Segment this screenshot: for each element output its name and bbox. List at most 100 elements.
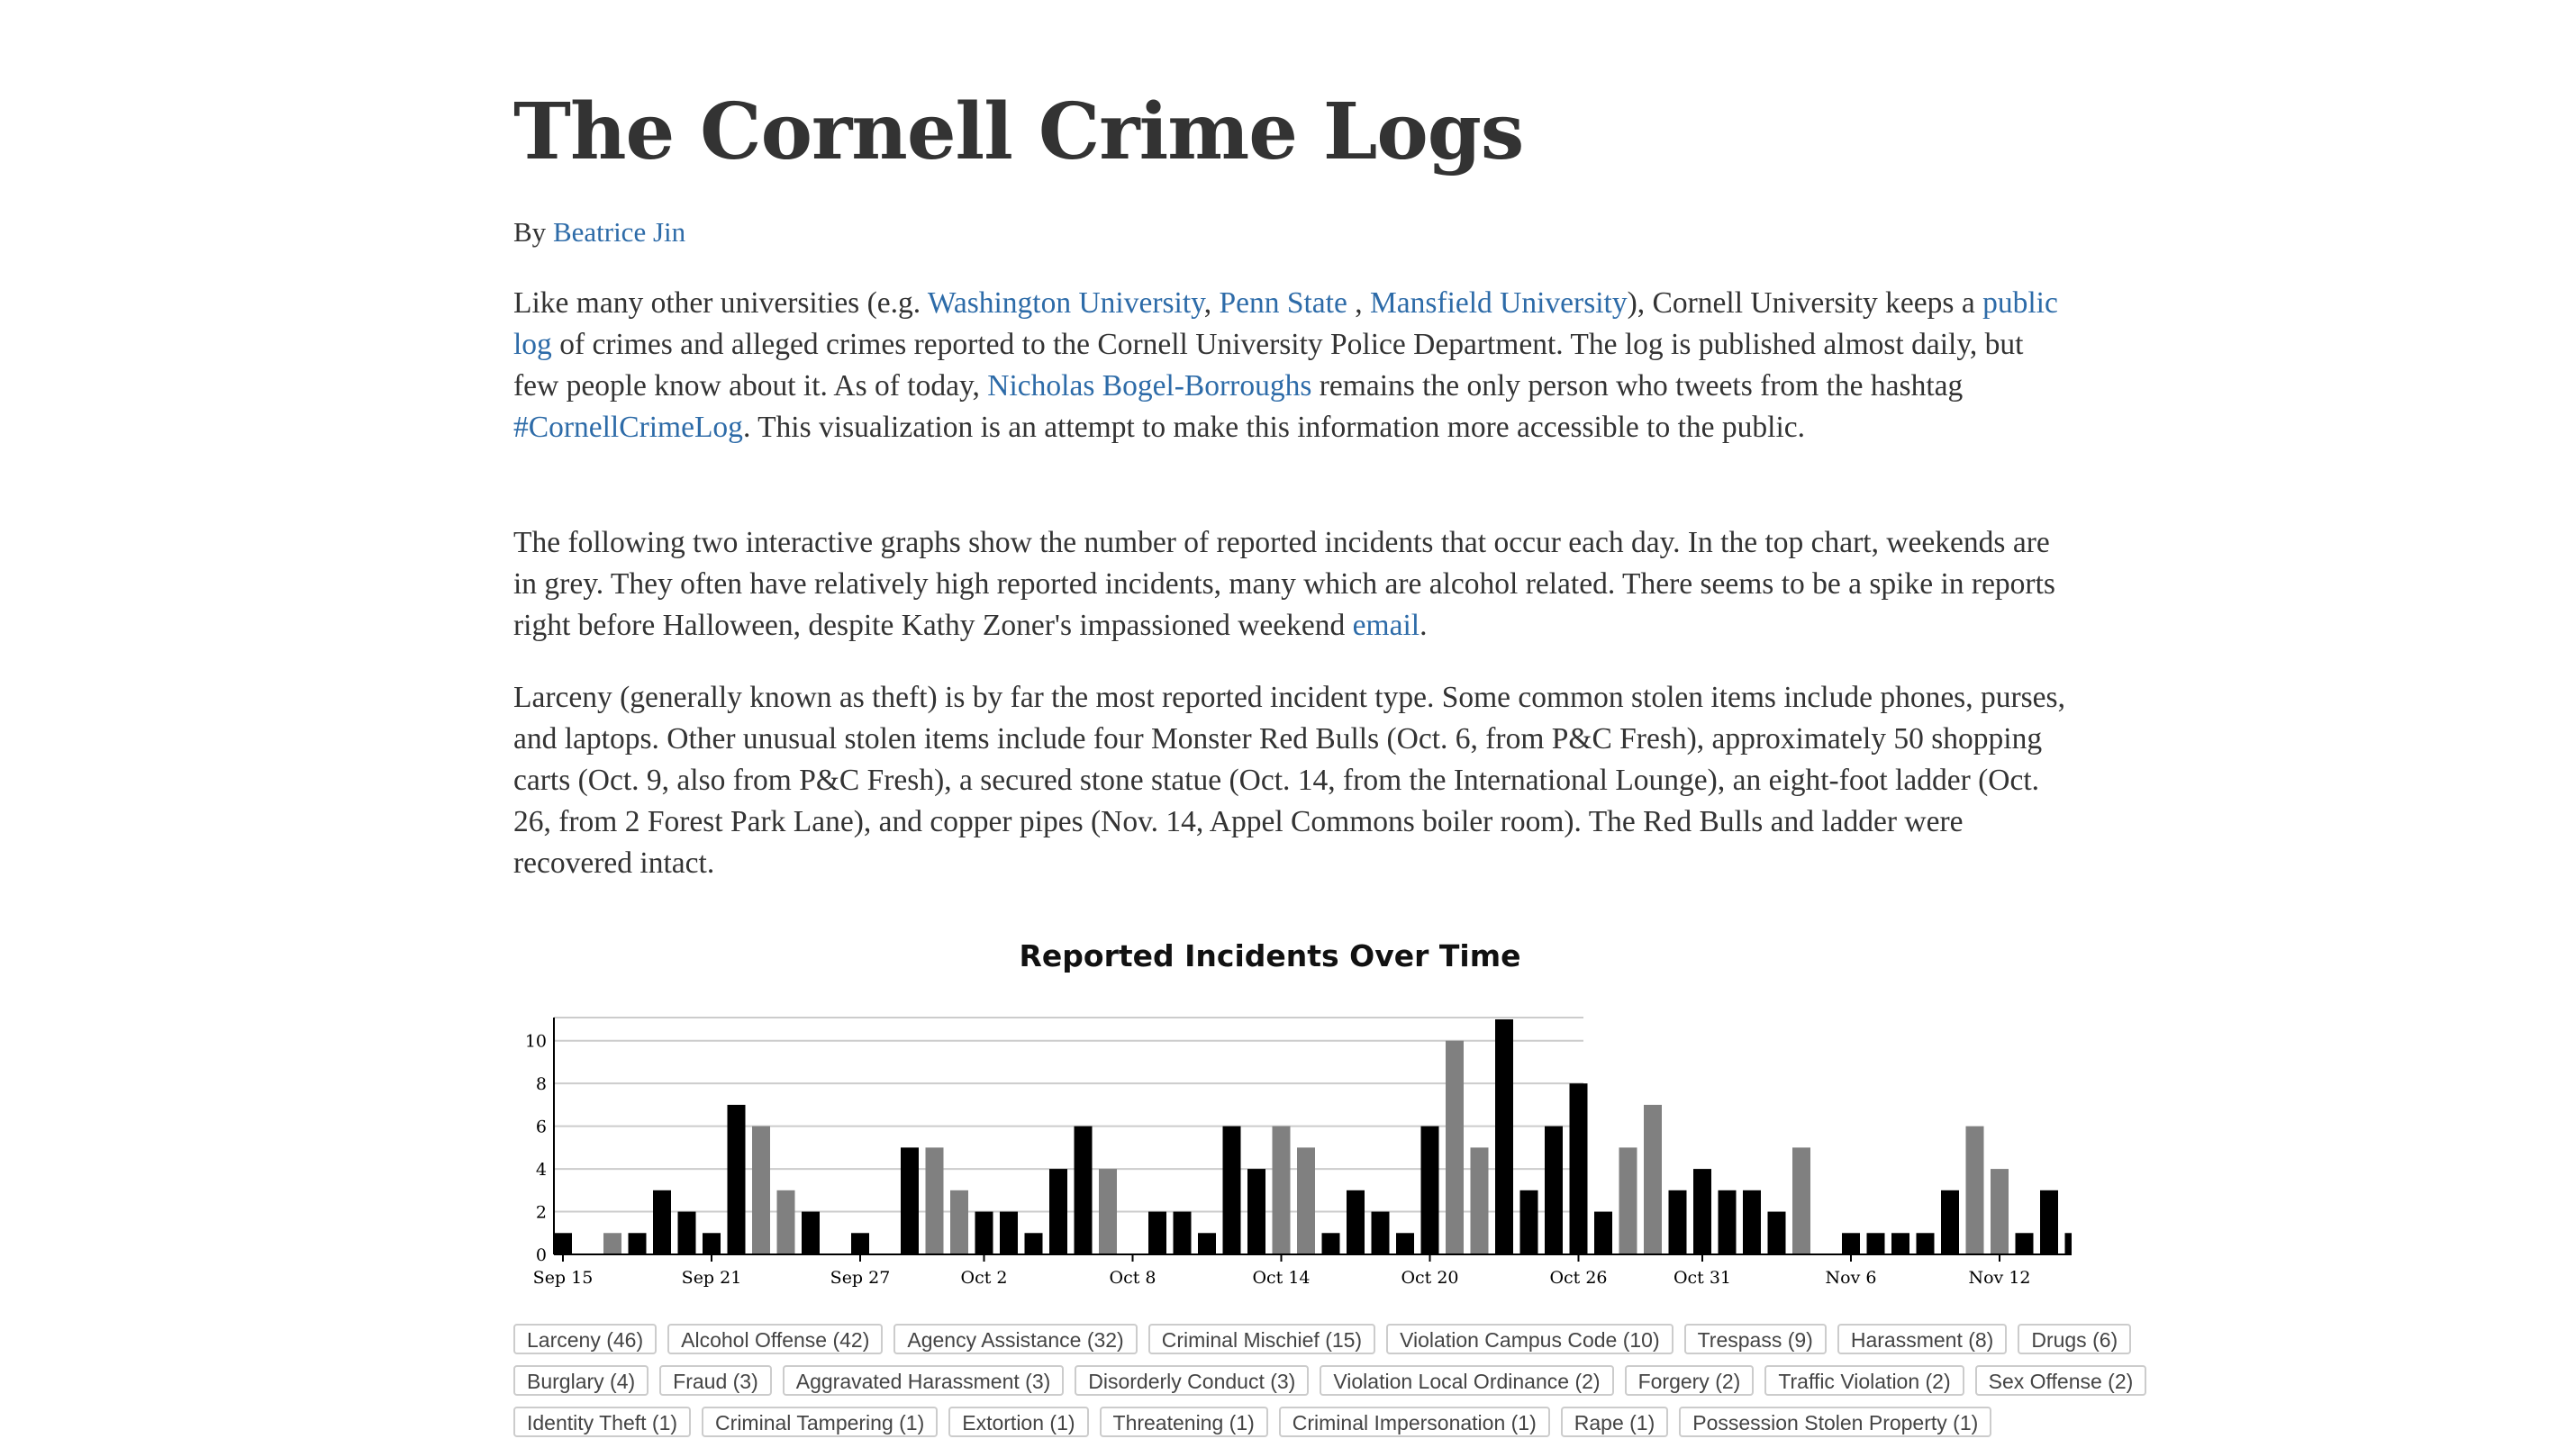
- incident-filter-button[interactable]: Criminal Tampering (1): [702, 1407, 939, 1437]
- weekday-bar[interactable]: [1024, 1233, 1043, 1254]
- incident-filter-button[interactable]: Traffic Violation (2): [1764, 1365, 1964, 1396]
- incident-filter-button[interactable]: Sex Offense (2): [1974, 1365, 2147, 1396]
- incident-filter-button[interactable]: Rape (1): [1560, 1407, 1669, 1437]
- x-tick-label: Nov 12: [1968, 1268, 2030, 1288]
- penn-state-link[interactable]: Penn State: [1219, 286, 1347, 320]
- filter-row: Burglary (4) Fraud (3) Aggravated Harassme…: [513, 1365, 2147, 1396]
- weekday-bar[interactable]: [901, 1147, 919, 1254]
- incident-filter-button[interactable]: Harassment (8): [1837, 1324, 2008, 1354]
- weekend-bar[interactable]: [1965, 1126, 1984, 1254]
- weekday-bar[interactable]: [1916, 1233, 1935, 1254]
- weekday-bar[interactable]: [1842, 1233, 1860, 1254]
- weekday-bar[interactable]: [2040, 1190, 2058, 1254]
- weekend-bar[interactable]: [950, 1190, 968, 1254]
- charts-paragraph: The following two interactive graphs sho…: [513, 522, 2072, 647]
- incident-filter-button[interactable]: Agency Assistance (32): [893, 1324, 1138, 1354]
- weekday-bar[interactable]: [1000, 1211, 1018, 1254]
- weekend-bar[interactable]: [1991, 1169, 2009, 1254]
- x-tick-label: Oct 26: [1549, 1268, 1607, 1288]
- incident-filter-button[interactable]: Identity Theft (1): [513, 1407, 692, 1437]
- weekend-bar[interactable]: [1272, 1126, 1291, 1254]
- hashtag-link[interactable]: #CornellCrimeLog: [513, 411, 743, 444]
- incident-filter-button[interactable]: Aggravated Harassment (3): [782, 1365, 1065, 1396]
- weekday-bar[interactable]: [802, 1211, 820, 1254]
- incident-filter-button[interactable]: Fraud (3): [659, 1365, 772, 1396]
- larceny-paragraph: Larceny (generally known as theft) is by…: [513, 681, 2065, 880]
- weekend-bar[interactable]: [1792, 1147, 1810, 1254]
- washington-university-link[interactable]: Washington University: [927, 286, 1204, 320]
- y-tick-label: 6: [536, 1118, 547, 1137]
- weekday-bar[interactable]: [1222, 1126, 1241, 1254]
- weekday-bar[interactable]: [2064, 1233, 2073, 1254]
- incident-filter-button[interactable]: Burglary (4): [513, 1365, 649, 1396]
- weekday-bar[interactable]: [1371, 1211, 1390, 1254]
- weekday-bar[interactable]: [677, 1211, 696, 1254]
- weekend-bar[interactable]: [1619, 1147, 1637, 1254]
- weekday-bar[interactable]: [1594, 1211, 1612, 1254]
- weekend-bar[interactable]: [603, 1233, 621, 1254]
- weekday-bar[interactable]: [1569, 1083, 1588, 1254]
- incident-filter-button[interactable]: Threatening (1): [1099, 1407, 1268, 1437]
- weekday-bar[interactable]: [703, 1233, 721, 1254]
- weekday-bar[interactable]: [554, 1233, 572, 1254]
- weekday-bar[interactable]: [1767, 1211, 1786, 1254]
- weekday-bar[interactable]: [653, 1190, 671, 1254]
- weekday-bar[interactable]: [1718, 1190, 1737, 1254]
- weekday-bar[interactable]: [1173, 1211, 1192, 1254]
- author-link[interactable]: Beatrice Jin: [552, 216, 686, 248]
- weekday-bar[interactable]: [1198, 1233, 1216, 1254]
- nicholas-bogel-borroughs-link[interactable]: Nicholas Bogel-Borroughs: [987, 369, 1312, 403]
- weekday-bar[interactable]: [2015, 1233, 2034, 1254]
- weekday-bar[interactable]: [1420, 1126, 1439, 1254]
- weekend-bar[interactable]: [1099, 1169, 1117, 1254]
- incident-filter-button[interactable]: Forgery (2): [1624, 1365, 1755, 1396]
- x-tick-label: Oct 31: [1673, 1268, 1731, 1288]
- incident-filter-button[interactable]: Drugs (6): [2018, 1324, 2132, 1354]
- weekend-bar[interactable]: [776, 1190, 795, 1254]
- weekday-bar[interactable]: [1545, 1126, 1563, 1254]
- weekend-bar[interactable]: [925, 1147, 944, 1254]
- incident-filter-button[interactable]: Alcohol Offense (42): [667, 1324, 884, 1354]
- weekday-bar[interactable]: [1941, 1190, 1959, 1254]
- weekday-bar[interactable]: [851, 1233, 869, 1254]
- weekday-bar[interactable]: [975, 1211, 993, 1254]
- weekday-bar[interactable]: [1891, 1233, 1909, 1254]
- incident-type-filters: Larceny (46) Alcohol Offense (42) Agency A…: [513, 1324, 2147, 1448]
- weekday-bar[interactable]: [1693, 1169, 1711, 1254]
- incident-filter-button[interactable]: Disorderly Conduct (3): [1075, 1365, 1310, 1396]
- weekend-bar[interactable]: [1644, 1104, 1662, 1254]
- incident-filter-button[interactable]: Larceny (46): [513, 1324, 658, 1354]
- incident-filter-button[interactable]: Criminal Impersonation (1): [1278, 1407, 1550, 1437]
- weekday-bar[interactable]: [628, 1233, 647, 1254]
- weekday-bar[interactable]: [1247, 1169, 1265, 1254]
- weekday-bar[interactable]: [1866, 1233, 1885, 1254]
- weekday-bar[interactable]: [1148, 1211, 1166, 1254]
- weekday-bar[interactable]: [1396, 1233, 1414, 1254]
- weekday-bar[interactable]: [1049, 1169, 1067, 1254]
- incident-filter-button[interactable]: Violation Local Ordinance (2): [1320, 1365, 1614, 1396]
- mansfield-university-link[interactable]: Mansfield University: [1369, 286, 1628, 320]
- x-tick-label: Nov 6: [1826, 1268, 1877, 1288]
- weekend-bar[interactable]: [1446, 1040, 1464, 1254]
- weekday-bar[interactable]: [727, 1104, 746, 1254]
- incident-filter-button[interactable]: Trespass (9): [1683, 1324, 1827, 1354]
- weekend-bar[interactable]: [1297, 1147, 1315, 1254]
- weekday-bar[interactable]: [1321, 1233, 1340, 1254]
- weekday-bar[interactable]: [1495, 1019, 1513, 1254]
- incidents-bar-chart[interactable]: 0 2 4 6 8 10 Sep 15 Sep 21 Sep 27 Oct 2 Oct 8 Oct 1…: [513, 996, 2072, 1293]
- incident-filter-button[interactable]: Extortion (1): [948, 1407, 1089, 1437]
- incident-filter-button[interactable]: Criminal Mischief (15): [1147, 1324, 1376, 1354]
- weekday-bar[interactable]: [1743, 1190, 1761, 1254]
- weekday-bar[interactable]: [1074, 1126, 1093, 1254]
- weekend-bar[interactable]: [752, 1126, 770, 1254]
- weekend-bar[interactable]: [1470, 1147, 1489, 1254]
- weekday-bar[interactable]: [1668, 1190, 1687, 1254]
- public-log-link[interactable]: public log: [513, 286, 2058, 361]
- weekday-bar[interactable]: [1519, 1190, 1538, 1254]
- incident-filter-button[interactable]: Possession Stolen Property (1): [1679, 1407, 1992, 1437]
- text-span: ,: [1347, 286, 1370, 320]
- email-link[interactable]: email: [1352, 609, 1420, 642]
- weekday-bar[interactable]: [1347, 1190, 1365, 1254]
- page-title: The Cornell Crime Logs: [513, 86, 1524, 177]
- incident-filter-button[interactable]: Violation Campus Code (10): [1386, 1324, 1673, 1354]
